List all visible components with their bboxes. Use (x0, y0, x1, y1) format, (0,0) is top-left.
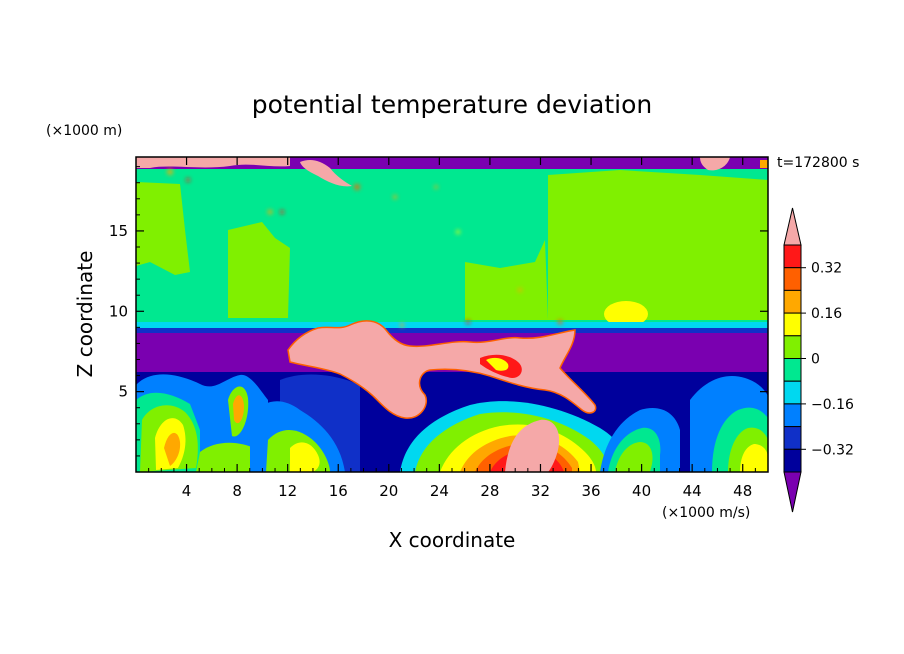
x-tick-label: 28 (480, 482, 499, 500)
y-tick-label: 10 (109, 302, 128, 320)
colorbar-label: 0.16 (811, 306, 842, 322)
heatmap-field (136, 157, 768, 472)
y-axis-unit: (×1000 m) (46, 123, 122, 139)
colorbar-swatch (783, 267, 802, 291)
y-axis-label: Z coordinate (73, 251, 97, 378)
speckles (167, 169, 563, 327)
x-tick-label: 36 (581, 482, 600, 500)
colorbar-swatch (783, 244, 802, 269)
warm-spot-upper (604, 301, 648, 327)
x-axis-label: X coordinate (389, 528, 516, 552)
x-tick-label: 12 (278, 482, 297, 500)
y-tick-label: 15 (109, 222, 128, 240)
colorbar-swatch (783, 380, 802, 405)
upper-green-region (136, 170, 768, 327)
x-tick-label: 24 (430, 482, 449, 500)
x-tick-label: 8 (232, 482, 242, 500)
colorbar-upper-triangle (783, 207, 802, 246)
x-tick-label: 48 (733, 482, 752, 500)
colorbar-label: 0.32 (811, 261, 842, 277)
colorbar-label: −0.16 (811, 397, 854, 413)
top-boundary-band (136, 157, 768, 187)
colorbar-swatch (783, 403, 802, 428)
x-axis-unit: (×1000 m/s) (662, 505, 750, 521)
x-tick-label: 32 (531, 482, 550, 500)
x-tick-label: 40 (632, 482, 651, 500)
colorbar-swatch (783, 312, 802, 337)
colorbar-swatch (783, 448, 802, 473)
colorbar-label: −0.32 (811, 442, 854, 458)
chart-title: potential temperature deviation (252, 90, 652, 119)
boundary-layer (136, 372, 768, 472)
y-tick-label: 5 (118, 383, 128, 401)
time-label: t=172800 s (777, 155, 859, 171)
colorbar-label: 0 (811, 352, 820, 368)
colorbar: 0.32 0.16 0 −0.16 −0.32 (783, 207, 854, 513)
x-tick-label: 20 (379, 482, 398, 500)
colorbar-swatch (783, 335, 802, 359)
colorbar-swatch (783, 426, 802, 450)
x-tick-label: 4 (182, 482, 192, 500)
colorbar-lower-triangle (783, 471, 802, 513)
colorbar-swatch (783, 358, 802, 382)
x-tick-label: 44 (683, 482, 702, 500)
colorbar-swatch (783, 289, 802, 314)
x-tick-label: 16 (329, 482, 348, 500)
warm-plume (287, 320, 597, 419)
